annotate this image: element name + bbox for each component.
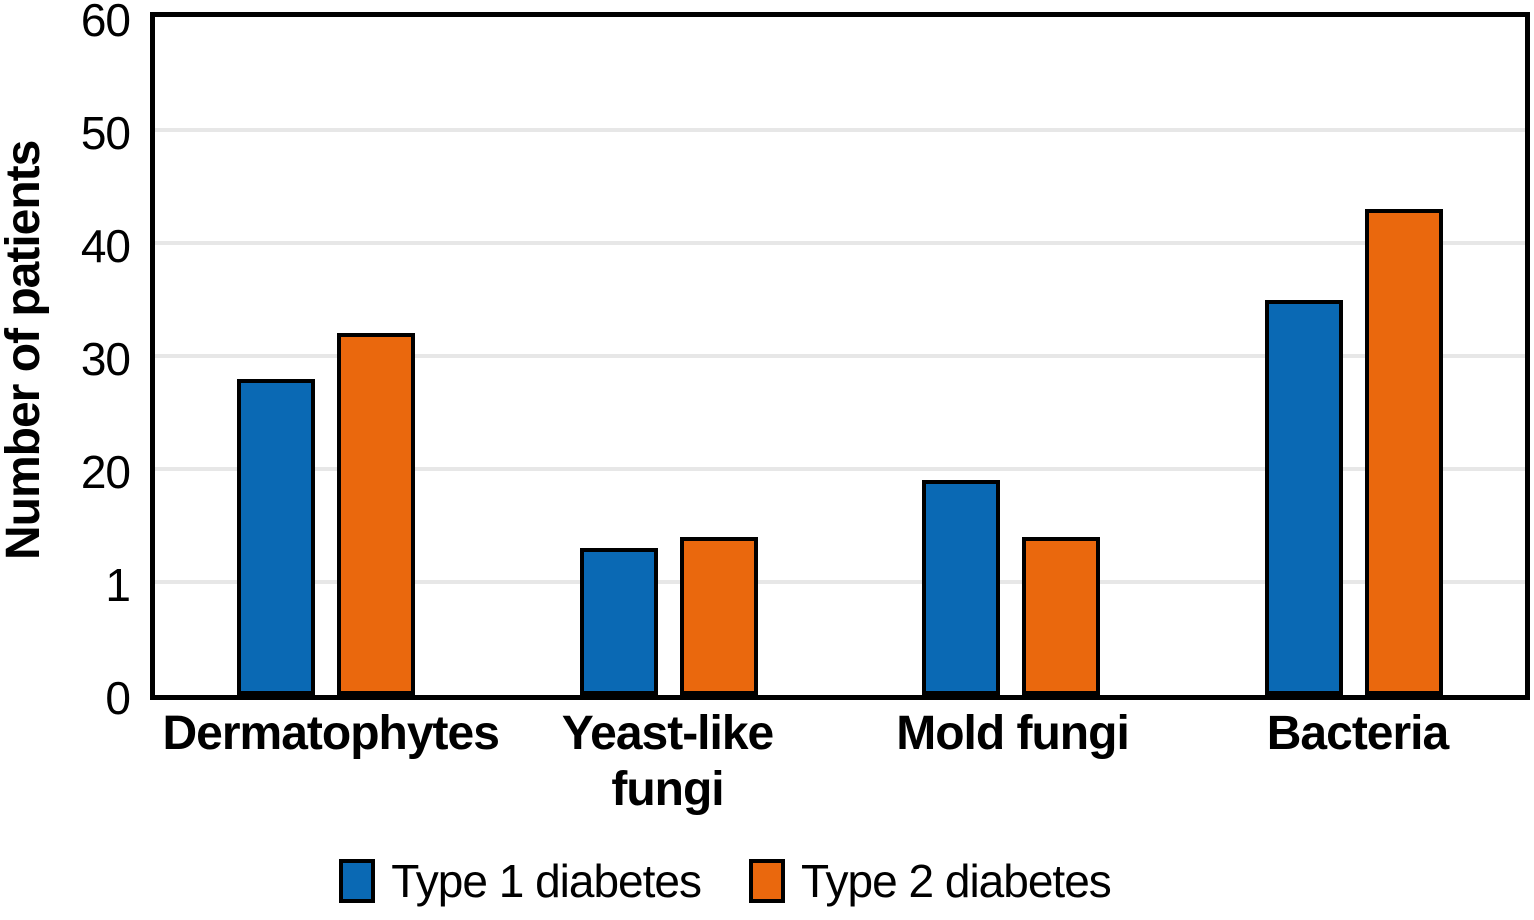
- plot-area: [150, 12, 1530, 700]
- bar-group: [498, 17, 841, 695]
- gridline: [155, 580, 1525, 584]
- y-tick-label: 60: [80, 0, 131, 46]
- legend-swatch-series-2: [749, 859, 785, 903]
- y-tick-label: 1: [105, 559, 131, 611]
- y-tick-label: 40: [80, 220, 131, 272]
- legend-swatch-series-1: [339, 859, 376, 903]
- gridline: [155, 354, 1525, 358]
- bar-series-1: [237, 378, 316, 695]
- legend-label: Type 2 diabetes: [801, 855, 1112, 907]
- legend-item: Type 1 diabetes: [339, 855, 702, 907]
- bar-group: [1183, 17, 1526, 695]
- x-axis-label: Bacteria: [1185, 706, 1530, 818]
- gridline: [155, 467, 1525, 471]
- x-axis-label: Mold fungi: [840, 706, 1185, 818]
- legend-item: Type 2 diabetes: [749, 855, 1112, 907]
- x-axis-label-text: Mold fungi: [896, 707, 1130, 760]
- gridline: [155, 128, 1525, 132]
- bar-groups: [155, 17, 1525, 695]
- bar-series-2: [679, 536, 758, 695]
- bar-group: [840, 17, 1183, 695]
- x-axis-labels: Dermatophytes Yeast-like fungi Mold fungi B…: [150, 706, 1530, 818]
- x-axis-label-text: Dermatophytes: [162, 707, 500, 760]
- x-axis-label-text: Yeast-like fungi: [561, 707, 774, 816]
- y-tick-label: 20: [80, 446, 131, 498]
- bar-group: [155, 17, 498, 695]
- bar-series-1: [1264, 299, 1343, 695]
- bar-series-2: [1022, 536, 1101, 695]
- x-axis-label: Dermatophytes: [150, 706, 500, 818]
- y-tick-label: 0: [105, 672, 131, 724]
- gridline: [155, 241, 1525, 245]
- x-axis-label-text: Bacteria: [1266, 707, 1449, 760]
- y-tick-label: 50: [80, 107, 131, 159]
- y-tick-label: 30: [80, 333, 131, 385]
- legend: Type 1 diabetes Type 2 diabetes: [0, 856, 1492, 906]
- bar-series-2: [337, 333, 416, 695]
- bar-series-1: [579, 548, 658, 695]
- legend-label: Type 1 diabetes: [391, 855, 702, 907]
- bar-series-2: [1364, 209, 1443, 695]
- y-axis-tick-labels: 60 50 40 30 20 1 0: [0, 0, 138, 724]
- x-axis-label: Yeast-like fungi: [495, 706, 840, 818]
- bar-series-1: [922, 480, 1001, 695]
